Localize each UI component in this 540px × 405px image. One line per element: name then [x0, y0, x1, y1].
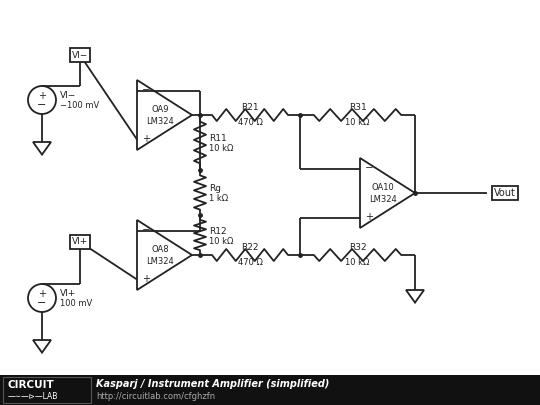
Text: R21: R21 — [241, 103, 259, 112]
Text: VI+: VI+ — [60, 288, 76, 298]
Text: OA10: OA10 — [372, 183, 395, 192]
Text: −: − — [37, 298, 46, 308]
Text: R22: R22 — [241, 243, 259, 252]
Text: +: + — [38, 289, 46, 299]
Text: R32: R32 — [349, 243, 366, 252]
Text: OA8: OA8 — [151, 245, 169, 254]
Text: 10 kΩ: 10 kΩ — [209, 144, 233, 153]
Text: 10 kΩ: 10 kΩ — [345, 118, 370, 127]
Text: http://circuitlab.com/cfghzfn: http://circuitlab.com/cfghzfn — [96, 392, 215, 401]
Text: −: − — [141, 85, 150, 96]
Text: LM324: LM324 — [369, 194, 397, 203]
Text: VI+: VI+ — [72, 237, 88, 247]
Text: 470 Ω: 470 Ω — [238, 118, 262, 127]
Text: Rg: Rg — [209, 184, 221, 193]
Text: 1 kΩ: 1 kΩ — [209, 194, 228, 203]
Text: LM324: LM324 — [146, 117, 174, 126]
Text: +: + — [38, 91, 46, 101]
Text: R11: R11 — [209, 134, 227, 143]
Text: —∼—⊳—LAB: —∼—⊳—LAB — [8, 392, 58, 401]
Text: Vout: Vout — [494, 188, 516, 198]
Text: LM324: LM324 — [146, 256, 174, 266]
Text: CIRCUIT: CIRCUIT — [8, 380, 55, 390]
Text: 100 mV: 100 mV — [60, 300, 92, 309]
Text: +: + — [365, 213, 373, 222]
Text: OA9: OA9 — [151, 104, 169, 113]
Bar — [3, 377, 91, 403]
Text: 470 Ω: 470 Ω — [238, 258, 262, 267]
Text: VI−: VI− — [60, 90, 76, 100]
Bar — [0, 375, 540, 405]
Text: −: − — [364, 164, 373, 173]
Text: +: + — [142, 275, 150, 284]
Text: R12: R12 — [209, 226, 227, 235]
Text: R31: R31 — [349, 103, 366, 112]
Text: 10 kΩ: 10 kΩ — [345, 258, 370, 267]
Text: Kasparj / Instrument Amplifier (simplified): Kasparj / Instrument Amplifier (simplifi… — [96, 379, 329, 389]
Text: −: − — [141, 226, 150, 235]
Text: −100 mV: −100 mV — [60, 102, 99, 111]
Text: VI−: VI− — [72, 51, 88, 60]
Text: −: − — [37, 100, 46, 110]
Text: 10 kΩ: 10 kΩ — [209, 237, 233, 245]
Text: +: + — [142, 134, 150, 145]
